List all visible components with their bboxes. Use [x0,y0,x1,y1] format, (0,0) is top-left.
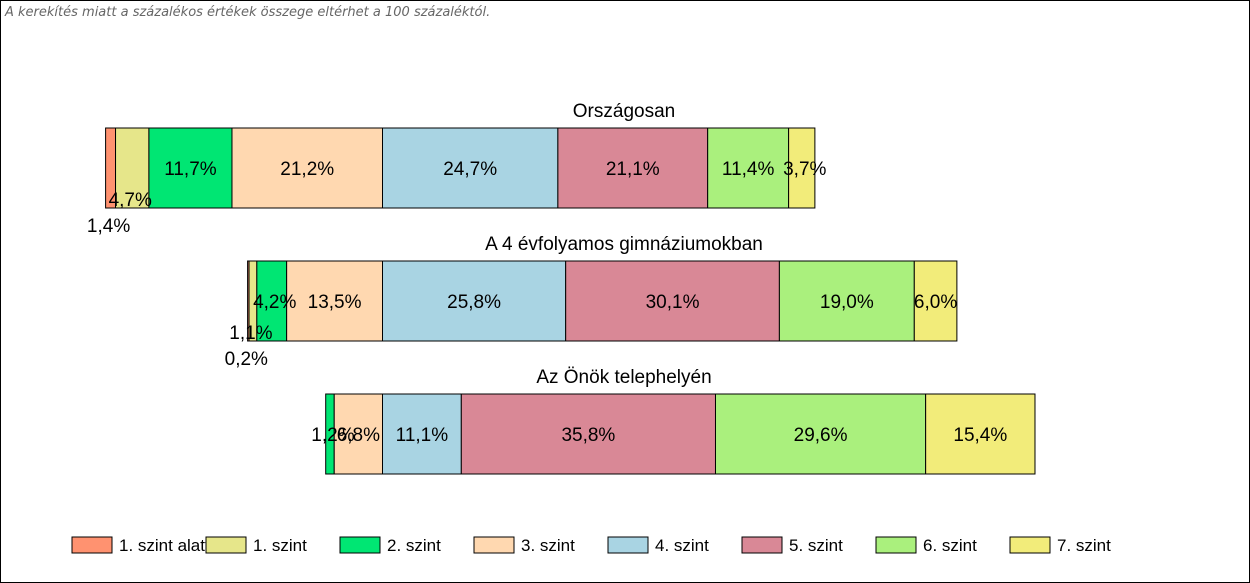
data-label: 4,2% [253,292,296,313]
legend-label: 3. szint [521,536,575,555]
data-label: 21,1% [606,159,660,180]
legend-swatch-3 [339,536,381,554]
data-label: 3,7% [783,159,826,180]
legend-label: 5. szint [789,536,843,555]
bar-segment-1-3 [148,127,233,209]
data-label: 1,1% [229,323,272,344]
legend-label: 6. szint [923,536,977,555]
data-label: 24,7% [443,159,497,180]
bar-segment-1-8 [788,127,816,209]
data-label: 11,1% [396,425,449,446]
group-title: A 4 évfolyamos gimnáziumokban [485,234,763,255]
data-label: 13,5% [308,292,362,313]
bar-segment-2-7 [778,260,915,342]
bar-segment-1-6 [557,127,709,209]
legend-label: 1. szint [253,536,307,555]
data-label: 6,0% [914,292,957,313]
rounding-note: A kerekítés miatt a százalékos értékek ö… [5,5,491,20]
bar-segment-2-4 [286,260,383,342]
legend-label: 4. szint [655,536,709,555]
data-label: 25,8% [447,292,501,313]
legend-label: 2. szint [387,536,441,555]
data-label: 11,4% [722,159,775,180]
data-label: 15,4% [953,425,1007,446]
legend-swatch-1 [71,536,113,554]
bar-segment-2-6 [565,260,780,342]
legend-label: 7. szint [1057,536,1111,555]
data-label: 4,7% [109,190,152,211]
bar-segment-1-7 [707,127,790,209]
data-label: 11,7% [164,159,217,180]
data-label: 1,2% [311,425,354,446]
legend-swatch-8 [1009,536,1051,554]
bar-segment-2-5 [382,260,567,342]
data-label: 35,8% [561,425,615,446]
data-label: 0,2% [225,349,268,370]
legend-swatch-5 [607,536,649,554]
bar-segment-1-5 [382,127,559,209]
bar-segment-3-6 [460,393,716,475]
legend-swatch-4 [473,536,515,554]
bar-segment-3-7 [714,393,927,475]
data-label: 1,4% [87,216,130,237]
group-title: Az Önök telephelyén [536,367,711,388]
data-label: 30,1% [646,292,700,313]
data-label: 21,2% [280,159,334,180]
data-label: 29,6% [794,425,848,446]
bar-segment-1-4 [231,127,383,209]
data-label: 19,0% [820,292,874,313]
legend-swatch-6 [741,536,783,554]
legend-swatch-2 [205,536,247,554]
legend-label: 1. szint alatti [119,536,214,555]
bar-segment-3-8 [925,393,1036,475]
data-label: 6,8% [337,425,380,446]
bar-segment-2-8 [913,260,958,342]
group-title: Országosan [573,101,675,122]
legend-swatch-7 [875,536,917,554]
